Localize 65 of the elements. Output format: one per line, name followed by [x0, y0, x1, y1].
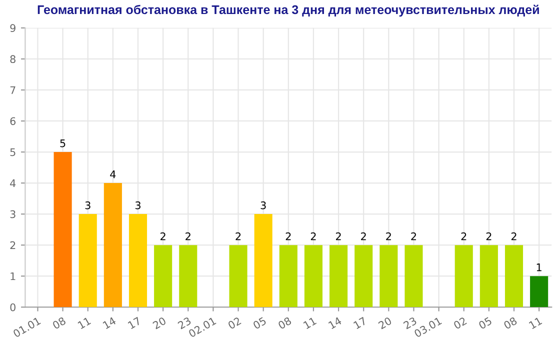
bar [279, 245, 298, 308]
bar [179, 245, 198, 308]
x-tick-label: 08 [278, 316, 292, 330]
data-label: 1 [536, 264, 542, 272]
bar [530, 276, 548, 308]
x-tick-label: 23 [403, 316, 418, 330]
x-tick-label: 05 [478, 316, 492, 330]
x-tick-label: 02 [453, 316, 467, 330]
bar [380, 245, 398, 308]
data-label: 3 [85, 201, 90, 210]
data-label: 2 [411, 232, 416, 240]
x-tick-label: 23 [177, 316, 192, 330]
data-label: 2 [236, 232, 241, 240]
bar [404, 245, 423, 308]
bar [54, 152, 72, 308]
y-tick-label: 3 [10, 210, 16, 218]
y-tick-label: 2 [10, 241, 16, 250]
x-tick-label: 20 [152, 316, 166, 330]
x-tick-label: 11 [303, 316, 317, 330]
bar [78, 214, 97, 308]
x-tick-label: 17 [353, 316, 367, 330]
data-label: 2 [186, 232, 190, 240]
y-tick-label: 0 [10, 303, 16, 312]
data-label: 2 [386, 232, 391, 240]
chart-title: Геомагнитная обстановка в Ташкенте на 3 дня для метеочувствительных людей [38, 4, 539, 17]
y-tick-label: 7 [10, 86, 16, 94]
bar [454, 245, 473, 308]
x-tick-label: 14 [328, 316, 342, 330]
bar [330, 245, 348, 308]
y-tick-label: 8 [10, 55, 16, 64]
bar [229, 245, 248, 308]
x-tick-label: 08 [503, 316, 518, 330]
data-label: 3 [260, 201, 266, 210]
bar [104, 183, 122, 308]
bar [254, 214, 272, 308]
data-label: 2 [336, 232, 341, 240]
bar [154, 245, 172, 308]
data-label: 5 [60, 139, 66, 148]
x-tick-label: 14 [102, 316, 116, 330]
bar [304, 245, 322, 308]
bar [354, 245, 373, 308]
data-label: 2 [310, 232, 316, 240]
bar [480, 245, 498, 308]
bar [128, 214, 148, 308]
x-tick-label: 20 [378, 316, 392, 330]
x-tick-label: 11 [78, 316, 91, 330]
bar [504, 245, 524, 308]
data-label: 4 [110, 170, 116, 178]
x-tick-label: 17 [128, 316, 142, 330]
data-label: 2 [361, 232, 366, 240]
y-tick-label: 1 [10, 272, 16, 280]
y-tick-label: 5 [10, 148, 16, 156]
data-label: 2 [486, 232, 492, 240]
y-tick-label: 6 [10, 117, 16, 126]
y-tick-label: 9 [10, 24, 16, 32]
data-label: 2 [511, 232, 516, 240]
x-tick-label: 02 [227, 316, 242, 330]
x-tick-label: 08 [52, 316, 66, 330]
x-tick-label: 05 [252, 316, 267, 330]
data-label: 2 [286, 232, 291, 240]
y-tick-label: 4 [10, 179, 16, 187]
data-label: 2 [160, 232, 166, 240]
x-tick-label: 11 [528, 316, 542, 330]
data-label: 2 [461, 232, 466, 240]
data-label: 3 [135, 201, 140, 210]
